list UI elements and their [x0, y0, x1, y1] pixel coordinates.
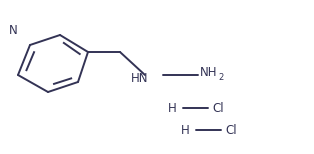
Text: H: H [168, 101, 177, 115]
Text: NH: NH [200, 65, 218, 79]
Text: H: H [181, 124, 190, 136]
Text: N: N [8, 24, 17, 36]
Text: 2: 2 [218, 73, 223, 83]
Text: Cl: Cl [212, 101, 224, 115]
Text: HN: HN [131, 71, 148, 85]
Text: Cl: Cl [225, 124, 237, 136]
